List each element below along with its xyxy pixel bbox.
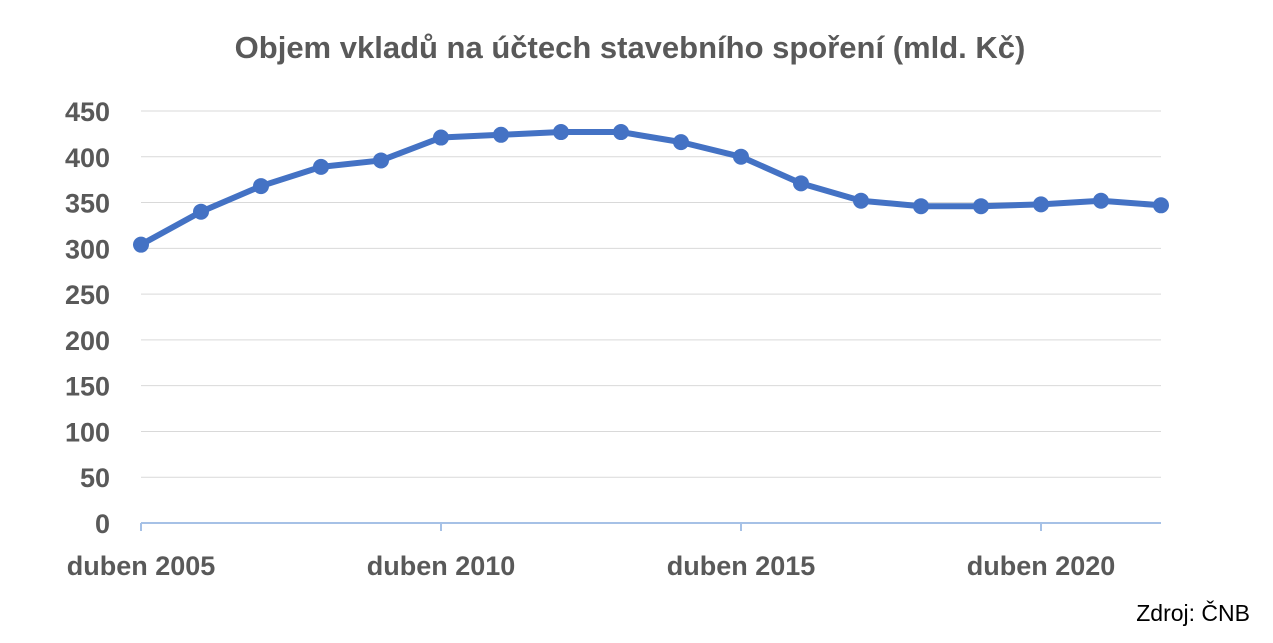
data-point — [1093, 192, 1109, 209]
data-point — [373, 152, 389, 169]
y-tick-label: 250 — [65, 280, 110, 310]
data-point — [733, 148, 749, 165]
data-point — [853, 192, 869, 209]
data-point — [313, 158, 329, 175]
x-tick-label: duben 2010 — [367, 551, 516, 581]
y-tick-label: 150 — [65, 372, 110, 402]
series-line — [138, 129, 1164, 248]
data-point — [553, 124, 569, 141]
data-point — [1033, 196, 1049, 213]
data-point — [493, 126, 509, 143]
y-tick-label: 100 — [65, 417, 110, 447]
y-tick-label: 350 — [65, 189, 110, 219]
data-point — [193, 203, 209, 220]
data-point — [433, 129, 449, 146]
y-tick-label: 200 — [65, 326, 110, 356]
data-point — [973, 198, 989, 215]
chart-title: Objem vkladů na účtech stavebního spořen… — [235, 30, 1026, 65]
data-point — [793, 175, 809, 192]
series-line-0 — [138, 129, 1164, 248]
data-point — [253, 178, 269, 195]
y-tick-label: 50 — [80, 463, 110, 493]
x-tick-label: duben 2005 — [67, 551, 216, 581]
gridlines — [141, 110, 1161, 478]
data-point — [913, 198, 929, 215]
x-tick-label: duben 2015 — [667, 551, 816, 581]
y-axis-tick-labels: 0 50 100 150 200 250 300 350 400 450 — [65, 97, 110, 539]
y-tick-label: 300 — [65, 234, 110, 264]
data-point — [133, 236, 149, 253]
source-note: Zdroj: ČNB — [1136, 599, 1250, 626]
data-point — [673, 134, 689, 151]
x-axis — [140, 522, 1161, 531]
x-tick-label: duben 2020 — [967, 551, 1116, 581]
y-tick-label: 450 — [65, 97, 110, 127]
y-tick-label: 0 — [95, 509, 110, 539]
x-axis-tick-labels: duben 2005 duben 2010 duben 2015 duben 2020 — [67, 551, 1116, 581]
data-point — [1153, 197, 1169, 214]
series-points — [133, 124, 1169, 253]
y-tick-label: 400 — [65, 143, 110, 173]
data-point — [613, 124, 629, 141]
